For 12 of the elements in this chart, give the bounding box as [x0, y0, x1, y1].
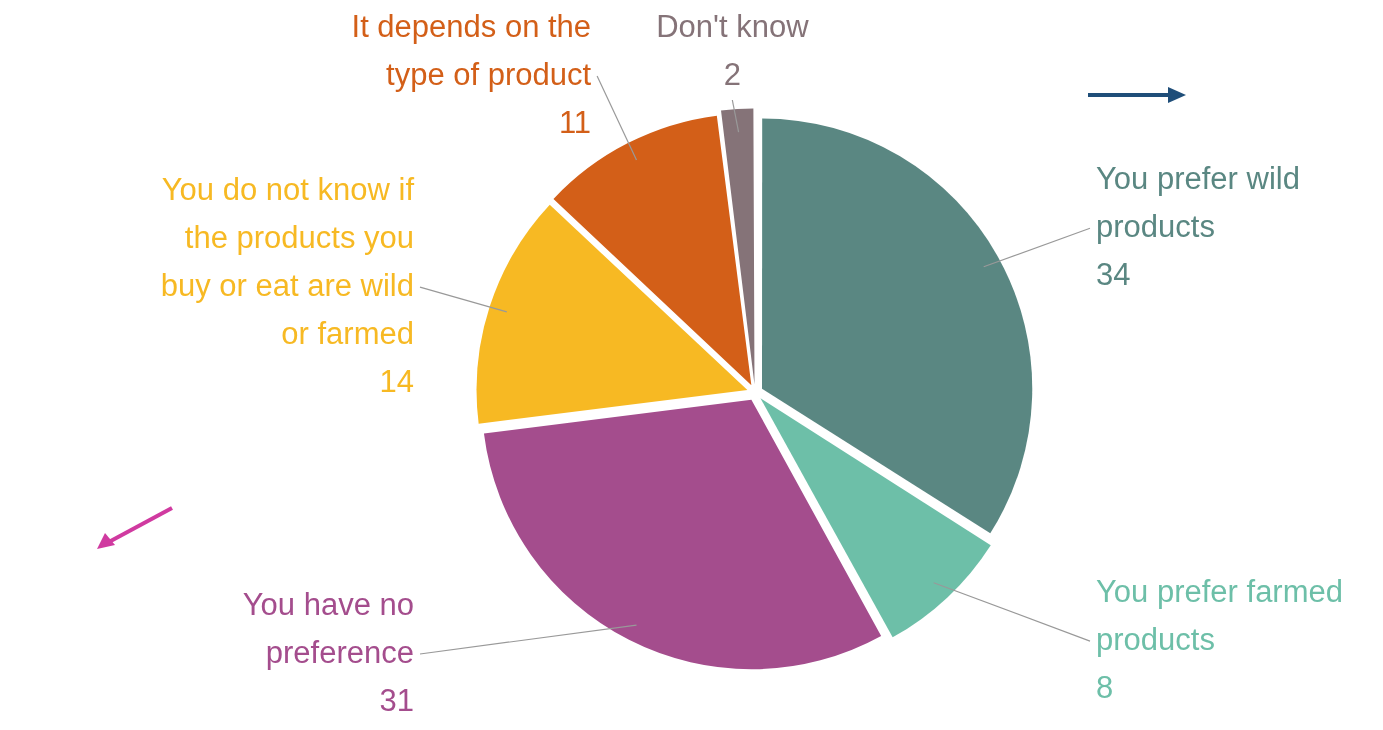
slice-label: You have no preference: [242, 586, 414, 670]
slice-label: You prefer farmed products: [1096, 573, 1344, 657]
data-label: 2: [723, 56, 741, 92]
data-label: 14: [379, 363, 414, 399]
slice-label: Don't know: [656, 8, 810, 44]
data-label: 8: [1096, 669, 1114, 705]
data-label: 34: [1096, 256, 1131, 292]
data-label: 31: [379, 682, 414, 718]
slice-label: It depends on the type of product: [351, 8, 592, 92]
slice-label: You prefer wild products: [1096, 160, 1300, 244]
slice-label: You do not know if the products you buy or eat are wild or farmed: [160, 171, 415, 351]
data-label: 11: [558, 104, 592, 140]
